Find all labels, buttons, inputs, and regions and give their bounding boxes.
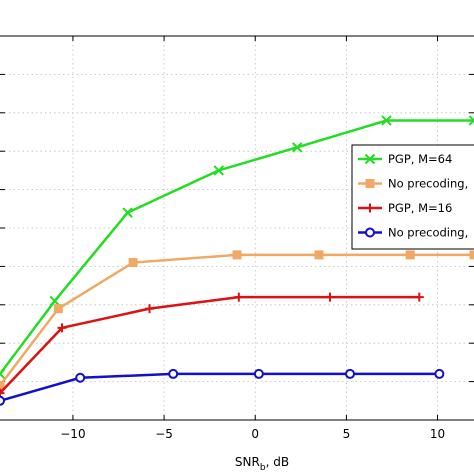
data-point <box>234 292 244 302</box>
data-point <box>168 368 179 379</box>
marker-stroke <box>122 207 133 218</box>
series-4 <box>0 368 445 406</box>
x-tick-label: −5 <box>155 427 173 441</box>
data-point <box>314 250 324 260</box>
legend: PGP, M=64 No precoding, PGP, M=16 No precod… <box>351 144 474 250</box>
data-point <box>291 142 303 153</box>
data-point <box>468 115 474 126</box>
marker-stroke <box>213 165 224 176</box>
x-axis-label-main: SNR <box>235 455 260 469</box>
data-point <box>213 165 224 176</box>
x-tick-label: −10 <box>60 427 85 441</box>
legend-entry: No precoding, <box>358 177 468 191</box>
data-point <box>122 207 133 218</box>
series-line <box>0 295 420 394</box>
data-point <box>381 115 392 126</box>
legend-label: No precoding, <box>388 226 468 240</box>
legend-entry: No precoding, <box>358 226 468 240</box>
axes: −10 −5 0 5 10 <box>0 35 474 441</box>
x-tick-label: 5 <box>343 427 351 441</box>
marker-stroke <box>0 372 6 380</box>
data-point <box>414 292 424 302</box>
data-point <box>253 368 264 379</box>
legend-marker <box>365 203 375 213</box>
marker-stroke <box>0 368 6 376</box>
data-point <box>0 368 6 380</box>
x-axis-label-subscript: b <box>260 463 266 473</box>
data-point <box>345 368 356 379</box>
legend-label: PGP, M=16 <box>388 201 452 215</box>
data-point <box>75 372 86 383</box>
x-tick-label: 0 <box>251 427 259 441</box>
data-point <box>434 368 445 379</box>
data-point <box>49 295 60 307</box>
marker-stroke <box>364 153 376 165</box>
data-point <box>128 258 138 268</box>
legend-label: No precoding, <box>388 177 468 191</box>
data-point <box>57 323 67 333</box>
marker-stroke <box>49 295 60 307</box>
legend-label: PGP, M=64 <box>388 152 452 166</box>
marker-stroke <box>468 115 474 122</box>
data-point <box>469 250 474 260</box>
series-1 <box>0 115 474 380</box>
data-point <box>144 304 154 314</box>
legend-entry: PGP, M=16 <box>358 201 452 215</box>
legend-marker <box>365 227 375 238</box>
grid <box>0 35 474 420</box>
series-group <box>0 115 474 406</box>
series-2 <box>0 250 474 390</box>
series-3 <box>0 292 424 398</box>
x-axis-label: SNRb, dB <box>235 455 289 473</box>
data-point <box>0 380 5 390</box>
x-tick-label: 10 <box>430 427 445 441</box>
data-point <box>325 292 335 302</box>
x-axis-label-suffix: , dB <box>266 455 289 469</box>
series-line <box>0 253 474 387</box>
data-point <box>405 250 415 260</box>
series-line <box>0 372 440 403</box>
data-point <box>0 395 5 406</box>
legend-marker <box>364 153 376 165</box>
data-point <box>0 388 5 398</box>
legend-marker <box>365 179 375 188</box>
marker-stroke <box>381 115 392 126</box>
marker-stroke <box>291 142 303 153</box>
legend-entry: PGP, M=64 <box>358 152 452 166</box>
data-point <box>232 250 242 260</box>
marker-stroke <box>468 119 474 126</box>
data-point <box>53 304 63 314</box>
